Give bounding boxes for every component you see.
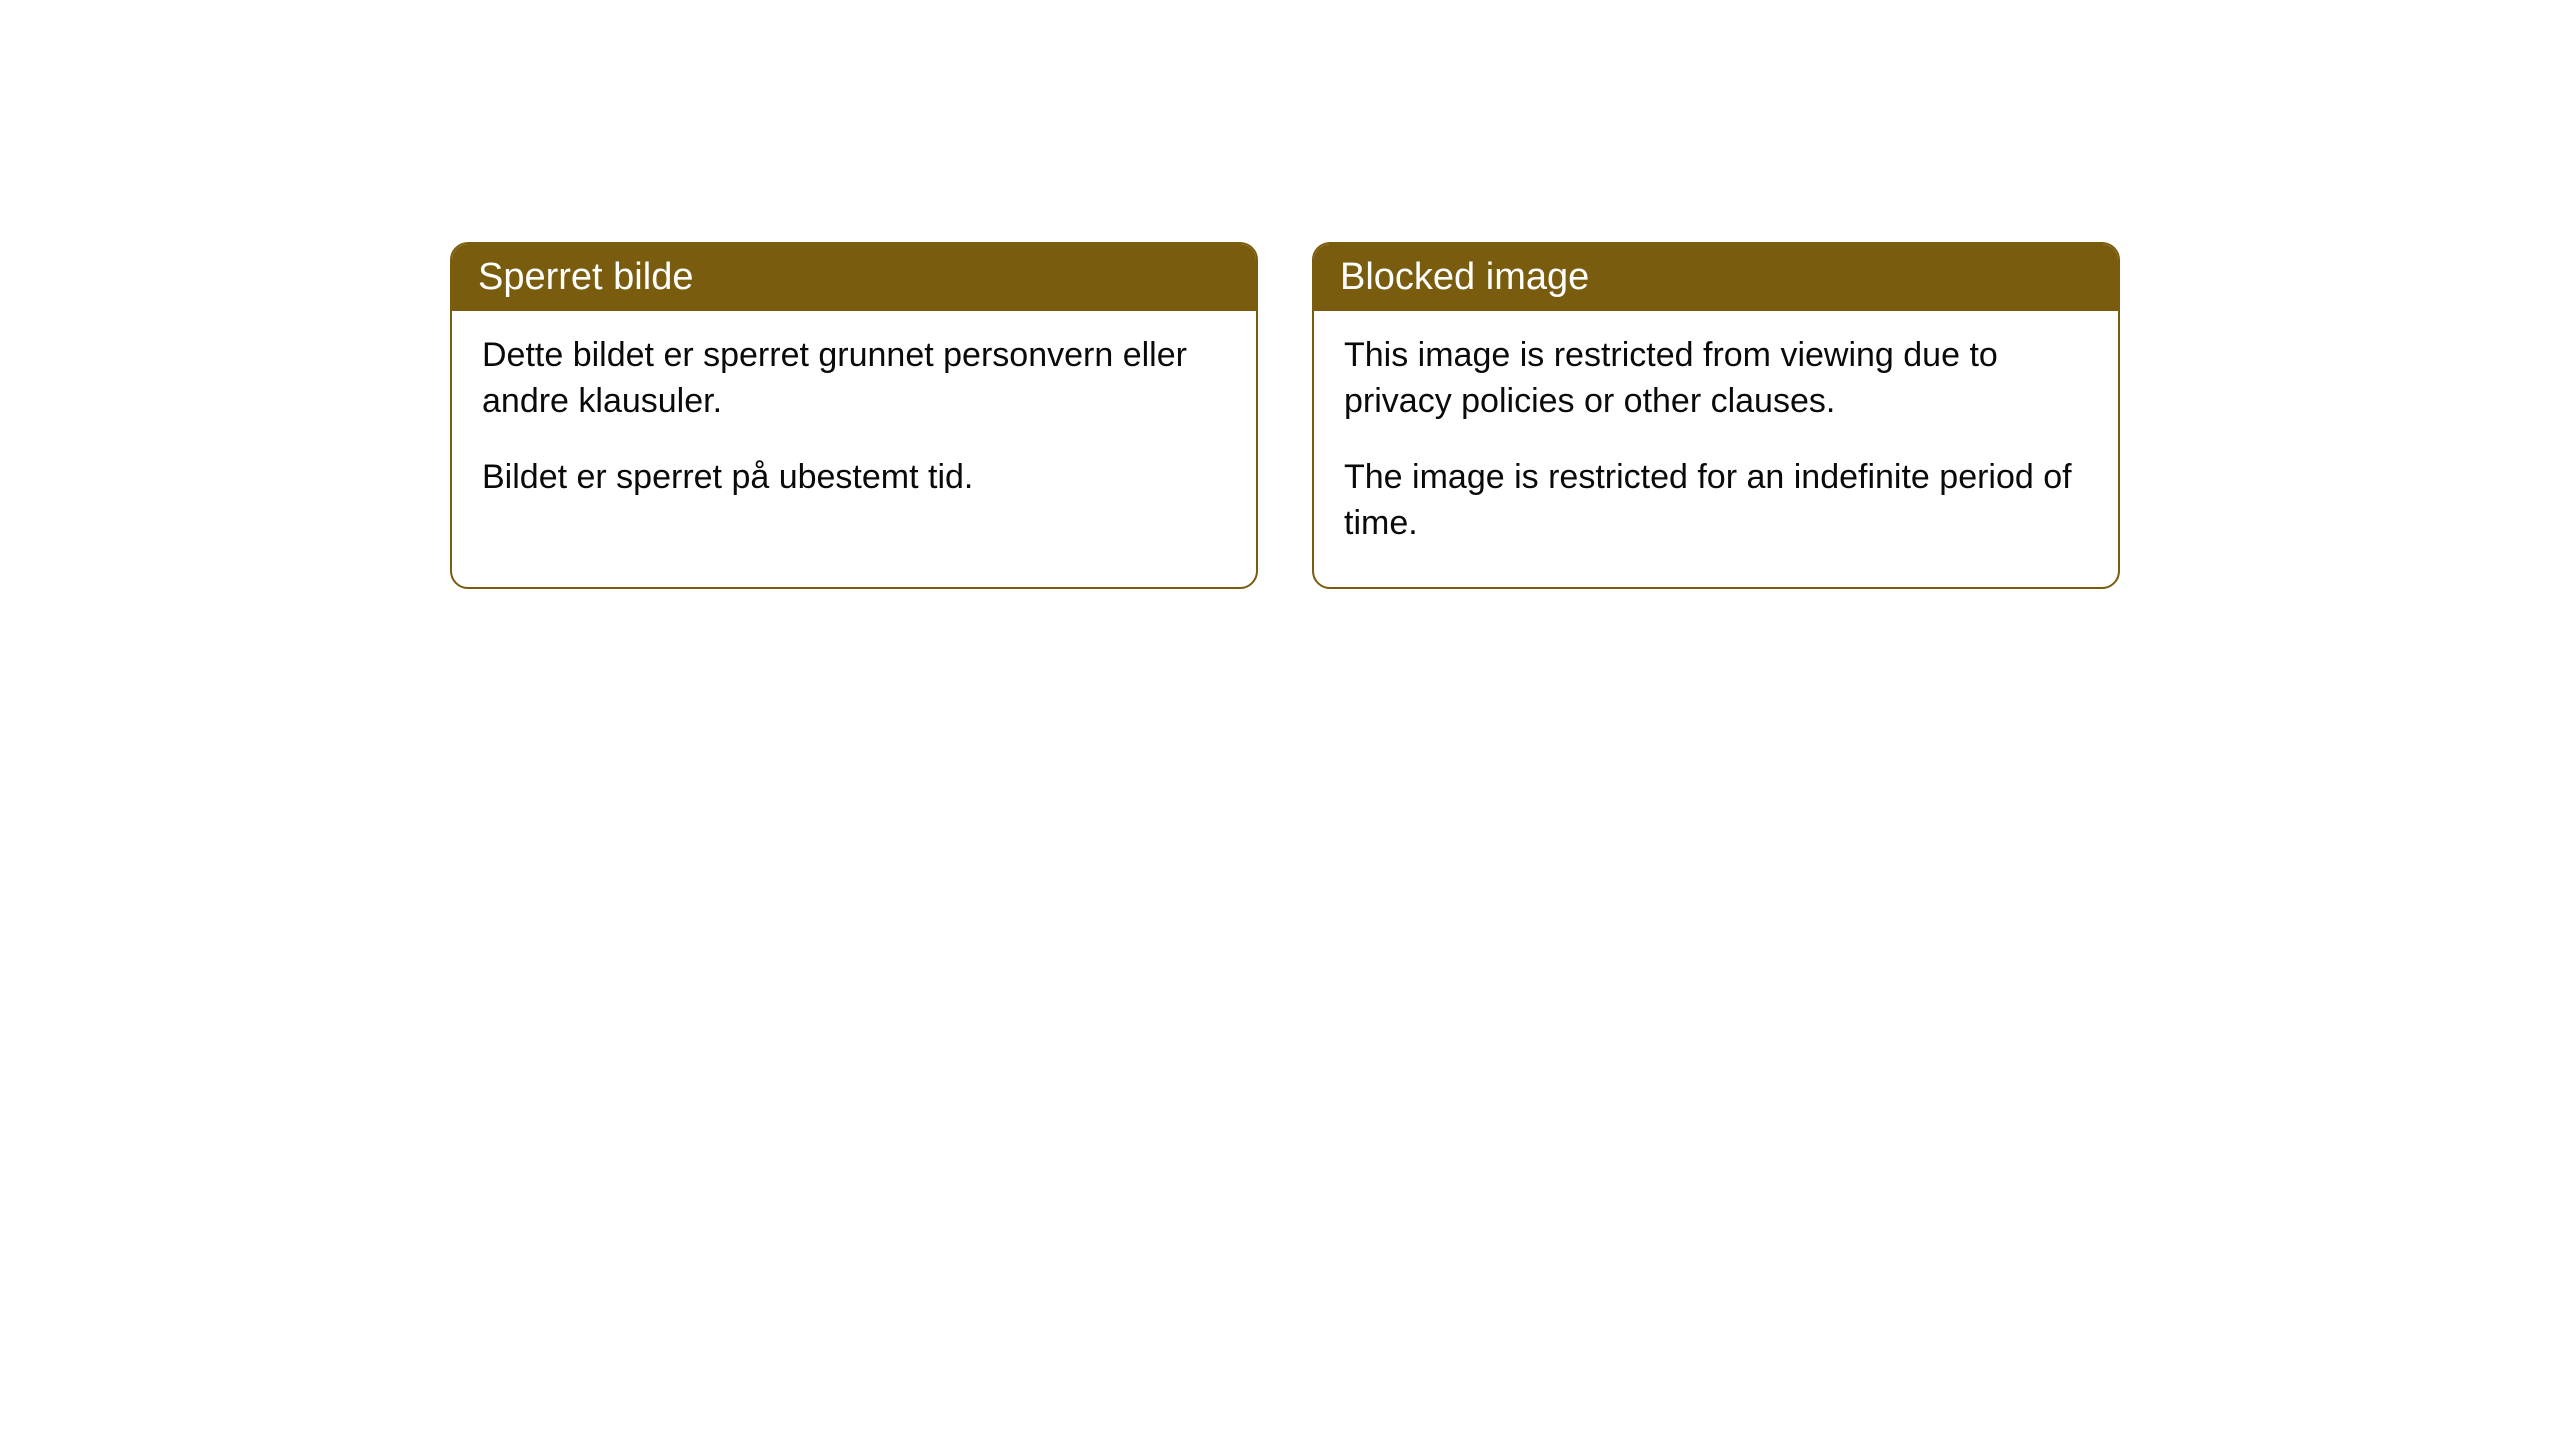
card-header-norwegian: Sperret bilde: [452, 244, 1256, 311]
card-paragraph: This image is restricted from viewing du…: [1344, 333, 2088, 425]
card-body-norwegian: Dette bildet er sperret grunnet personve…: [452, 311, 1256, 541]
card-title: Sperret bilde: [478, 256, 693, 298]
card-title: Blocked image: [1340, 256, 1589, 298]
card-paragraph: Dette bildet er sperret grunnet personve…: [482, 333, 1226, 425]
card-paragraph: Bildet er sperret på ubestemt tid.: [482, 455, 1226, 501]
blocked-image-card-norwegian: Sperret bilde Dette bildet er sperret gr…: [450, 242, 1258, 589]
card-paragraph: The image is restricted for an indefinit…: [1344, 455, 2088, 547]
card-body-english: This image is restricted from viewing du…: [1314, 311, 2118, 587]
card-header-english: Blocked image: [1314, 244, 2118, 311]
blocked-image-card-english: Blocked image This image is restricted f…: [1312, 242, 2120, 589]
notice-cards-container: Sperret bilde Dette bildet er sperret gr…: [450, 242, 2120, 589]
